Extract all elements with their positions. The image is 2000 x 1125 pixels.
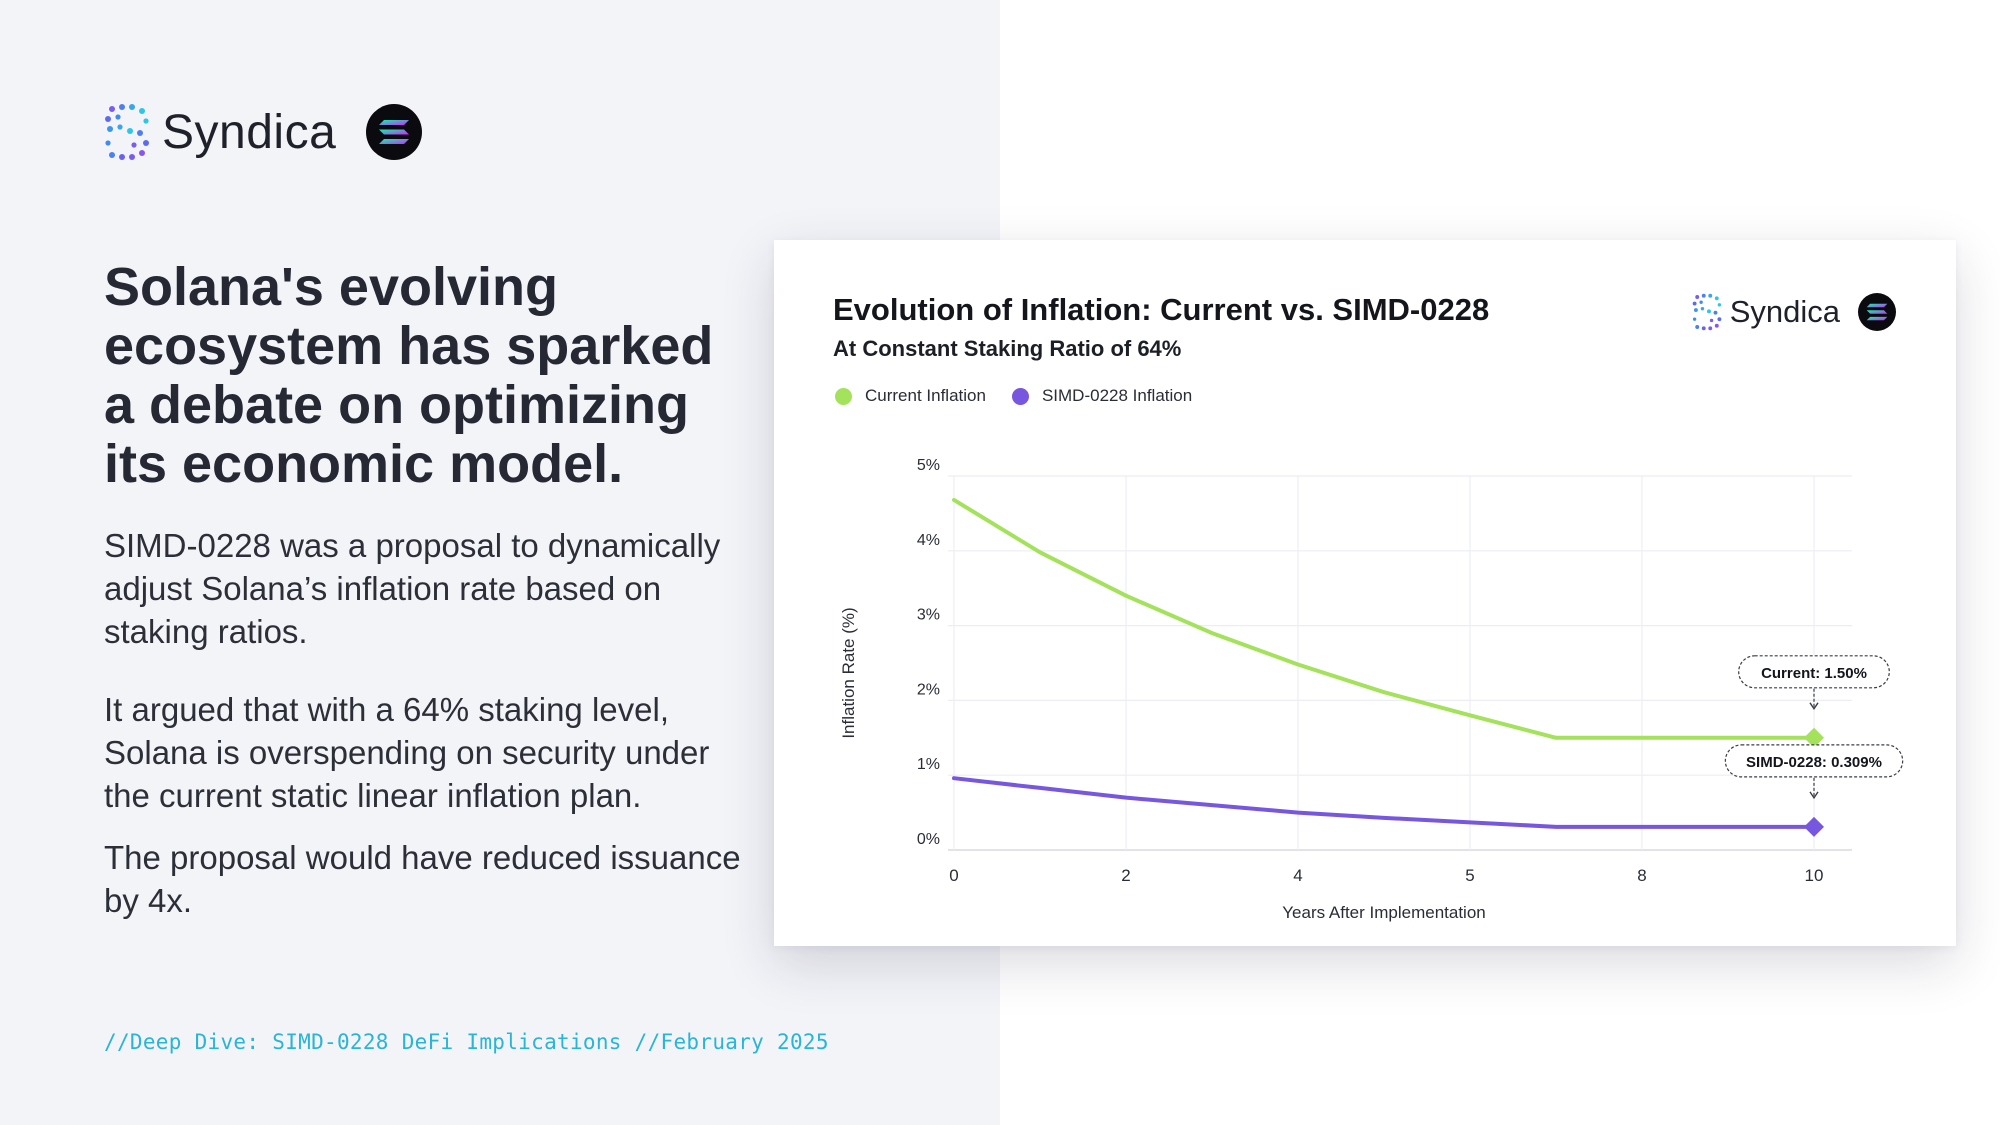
chart-legend: Current Inflation SIMD-0228 Inflation [835, 386, 1218, 406]
x-tick-label: 4 [1293, 866, 1302, 885]
legend-item-simd: SIMD-0228 Inflation [1011, 386, 1193, 406]
headline: Solana's evolving ecosystem has sparked … [104, 257, 714, 494]
legend-label-current: Current Inflation [865, 386, 986, 405]
x-tick-label: 8 [1637, 866, 1646, 885]
chart-subtitle: At Constant Staking Ratio of 64% [833, 336, 1182, 361]
solana-logo [366, 104, 423, 160]
end-label-bubble [1738, 655, 1890, 689]
legend-dot-current [835, 387, 852, 405]
inflation-chart: 0% 1% 2% 3% 4% 5% 0 2 4 5 8 10 Years After Implement… [839, 457, 1904, 922]
y-tick-label: 0% [917, 831, 940, 848]
legend-item-current: Current Inflation [835, 386, 986, 406]
end-label-bubble [1724, 744, 1904, 778]
card-brand-name: Syndica [1729, 294, 1840, 329]
y-tick-label: 3% [917, 607, 940, 624]
y-tick-label: 4% [917, 532, 940, 549]
y-tick-label: 5% [917, 457, 940, 474]
y-tick-label: 1% [917, 756, 940, 773]
legend-dot-simd [1011, 387, 1029, 405]
end-label-arrowhead [1809, 702, 1819, 711]
end-label-simd: SIMD-0228: 0.309% [1724, 744, 1904, 800]
x-tick-label: 0 [949, 866, 958, 885]
series-line-current [952, 497, 1816, 740]
x-axis-label: Years After Implementation [1282, 903, 1486, 922]
end-label-text: SIMD-0228: 0.309% [1746, 754, 1882, 771]
x-tick-label: 5 [1465, 866, 1474, 885]
brand-name: Syndica [162, 105, 337, 159]
paragraph-proposal: SIMD-0228 was a proposal to dynamically … [104, 527, 721, 650]
brand-row: Syndica [104, 100, 423, 164]
footer-caption: //Deep Dive: SIMD-0228 DeFi Implications… [104, 1030, 829, 1054]
legend-label-simd: SIMD-0228 Inflation [1041, 386, 1193, 405]
syndica-logo-icon [1692, 293, 1722, 331]
series-line-simd [952, 776, 1816, 829]
x-tick-label: 10 [1805, 866, 1824, 885]
end-label-text: Current: 1.50% [1761, 665, 1867, 682]
syndica-logo-icon [105, 104, 149, 160]
x-tick-label: 2 [1121, 866, 1130, 885]
end-label-current: Current: 1.50% [1738, 655, 1890, 711]
paragraph-argument: It argued that with a 64% staking level,… [104, 691, 710, 814]
card-solana-logo [1858, 293, 1896, 331]
end-label-arrowhead [1809, 791, 1819, 800]
chart-title: Evolution of Inflation: Current vs. SIMD… [833, 292, 1490, 327]
solana-icon [1866, 303, 1888, 321]
y-axis-label: Inflation Rate (%) [839, 607, 858, 738]
end-marker-current [1804, 727, 1824, 748]
paragraph-issuance: The proposal would have reduced issuance… [104, 839, 741, 919]
chart-card: Evolution of Inflation: Current vs. SIMD… [774, 240, 1956, 946]
card-brand: Syndica [1692, 290, 1896, 334]
solana-icon [379, 120, 410, 144]
end-marker-simd [1804, 816, 1824, 837]
y-tick-label: 2% [917, 681, 940, 698]
